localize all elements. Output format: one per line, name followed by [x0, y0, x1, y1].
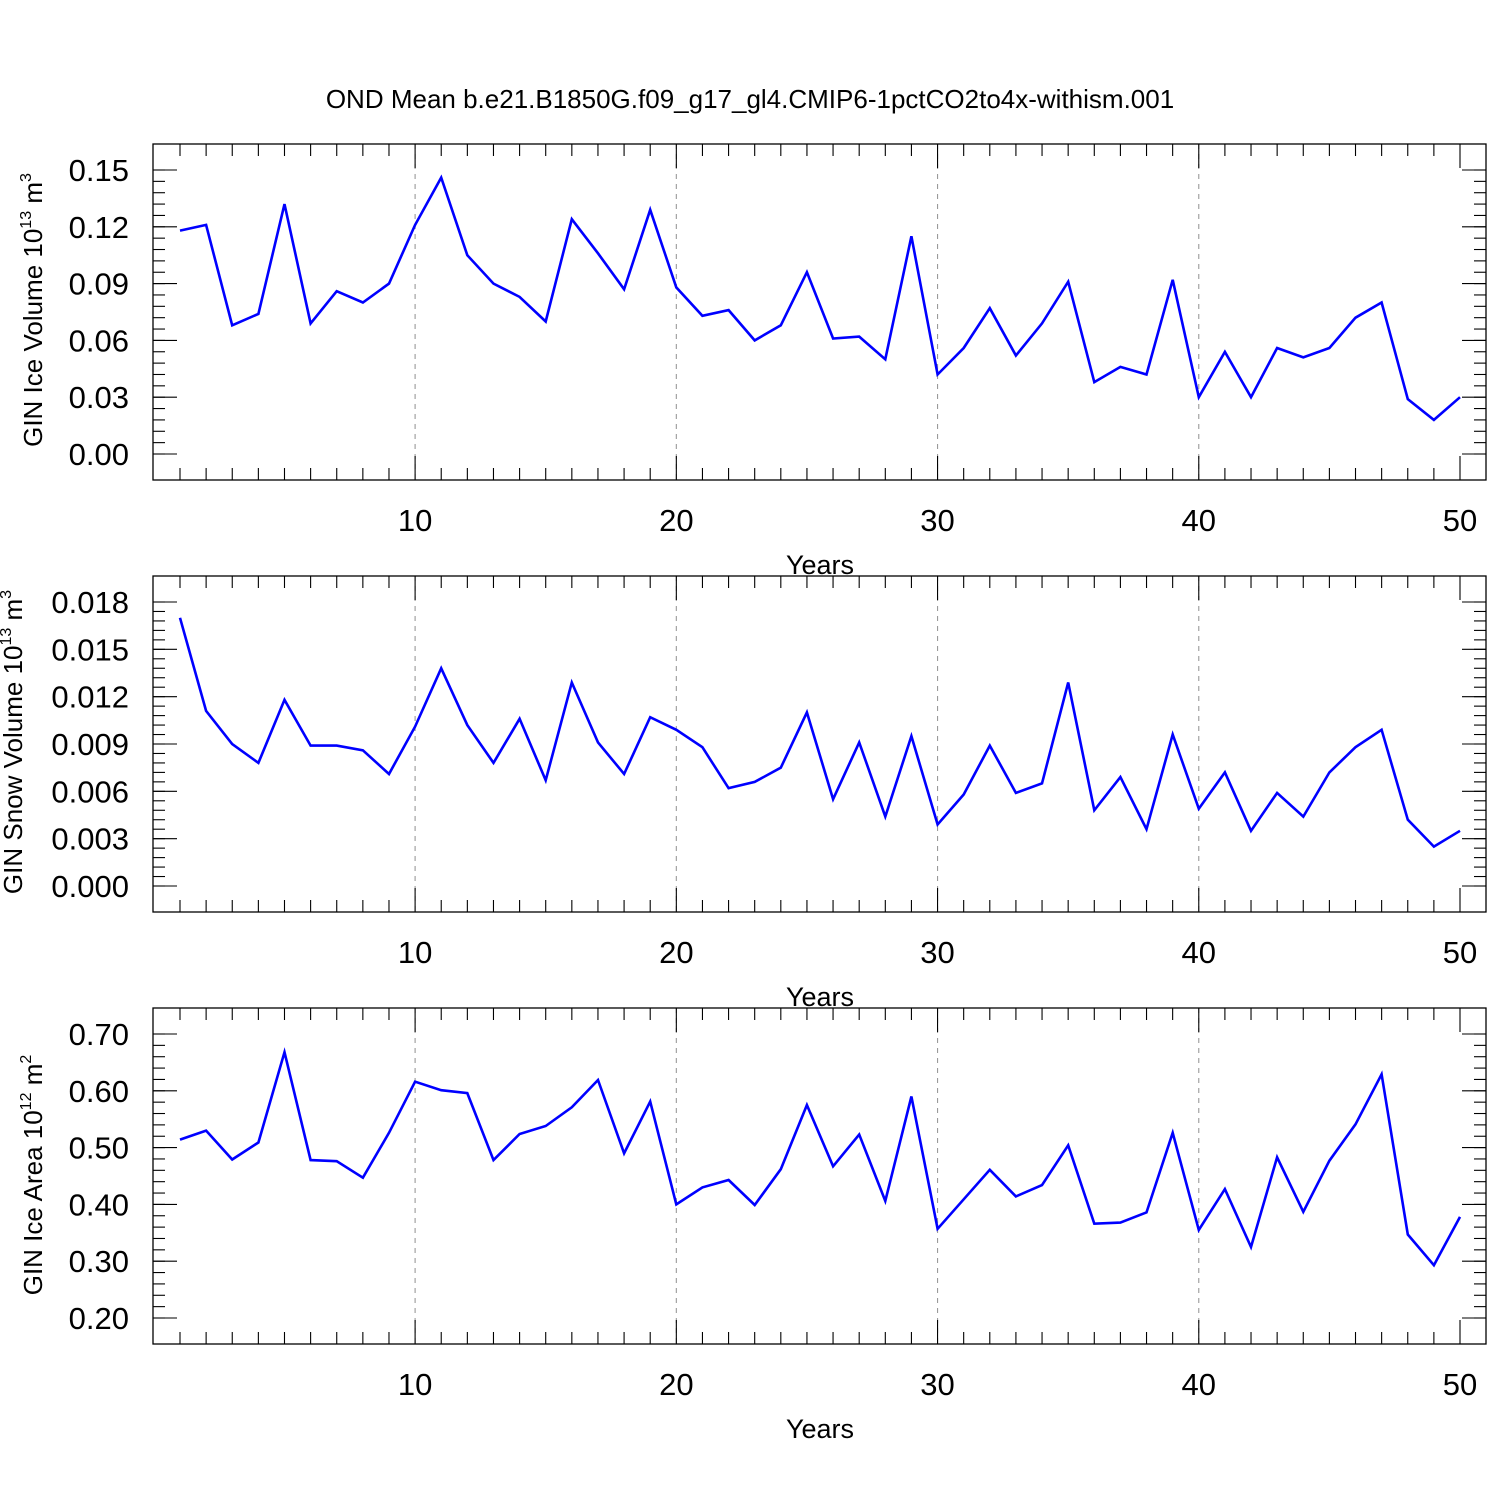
ice-area-y-label: GIN Ice Area 1012 m2	[18, 1055, 48, 1296]
ice-volume-x-tick-label: 10	[398, 503, 432, 538]
ice-area-y-tick-label: 0.20	[69, 1301, 129, 1336]
ice-volume-y-tick-label: 0.03	[69, 380, 129, 415]
snow-volume-x-tick-label: 40	[1182, 935, 1216, 970]
ice-area-x-tick-label: 10	[398, 1367, 432, 1402]
ice-volume-y-tick-label: 0.00	[69, 437, 129, 472]
ice-area-plot-frame	[152, 1007, 1487, 1345]
snow-volume-x-tick-label: 50	[1443, 935, 1477, 970]
ice-volume-panel: GIN Ice Volume 1013 m3 Years 0.00 0.03 0.0…	[18, 143, 1487, 580]
ice-volume-y-tick-label: 0.09	[69, 267, 129, 302]
ice-volume-x-tick-label: 20	[659, 503, 693, 538]
ice-volume-y-label: GIN Ice Volume 1013 m3	[18, 173, 48, 447]
ice-area-series-line	[179, 1047, 1462, 1268]
snow-volume-y-tick-label: 0.009	[51, 727, 129, 762]
ice-area-x-tick-label: 30	[920, 1367, 954, 1402]
ice-volume-y-tick-label: 0.12	[69, 210, 129, 245]
ice-area-x-tick-label: 20	[659, 1367, 693, 1402]
snow-volume-plot-frame	[152, 575, 1487, 913]
ice-volume-x-label: Years	[786, 550, 854, 580]
ice-area-y-tick-label: 0.70	[69, 1017, 129, 1052]
snow-volume-x-tick-label: 20	[659, 935, 693, 970]
ice-area-y-tick-label: 0.30	[69, 1244, 129, 1279]
ice-area-x-tick-label: 40	[1182, 1367, 1216, 1402]
ice-volume-plot-frame	[152, 143, 1487, 481]
snow-volume-y-tick-label: 0.018	[51, 585, 129, 620]
figure-title: OND Mean b.e21.B1850G.f09_g17_gl4.CMIP6-…	[326, 84, 1174, 114]
ice-volume-series-line	[179, 174, 1461, 422]
snow-volume-series-line	[178, 617, 1461, 849]
ice-area-y-tick-label: 0.60	[69, 1074, 129, 1109]
ice-volume-x-tick-label: 30	[920, 503, 954, 538]
snow-volume-x-tick-label: 10	[398, 935, 432, 970]
ice-area-panel: GIN Ice Area 1012 m2 Years 0.20 0.30 0.40 0…	[18, 1007, 1487, 1444]
snow-volume-y-tick-label: 0.003	[51, 822, 129, 857]
snow-volume-x-label: Years	[786, 982, 854, 1012]
snow-volume-x-tick-label: 30	[920, 935, 954, 970]
snow-volume-y-label: GIN Snow Volume 1013 m3	[0, 590, 28, 894]
snow-volume-panel: GIN Snow Volume 1013 m3 Years 0.000 0.003…	[0, 575, 1487, 1012]
ice-area-y-tick-label: 0.50	[69, 1131, 129, 1166]
ice-volume-x-tick-label: 40	[1182, 503, 1216, 538]
ice-volume-y-tick-label: 0.15	[69, 153, 129, 188]
snow-volume-y-tick-label: 0.000	[51, 869, 129, 904]
snow-volume-y-tick-label: 0.012	[51, 680, 129, 715]
ice-area-x-tick-label: 50	[1443, 1367, 1477, 1402]
ice-volume-y-tick-label: 0.06	[69, 323, 129, 358]
snow-volume-y-tick-label: 0.015	[51, 632, 129, 667]
ice-volume-x-tick-label: 50	[1443, 503, 1477, 538]
snow-volume-y-tick-label: 0.006	[51, 774, 129, 809]
ice-area-y-tick-label: 0.40	[69, 1187, 129, 1222]
ice-area-x-label: Years	[786, 1414, 854, 1444]
